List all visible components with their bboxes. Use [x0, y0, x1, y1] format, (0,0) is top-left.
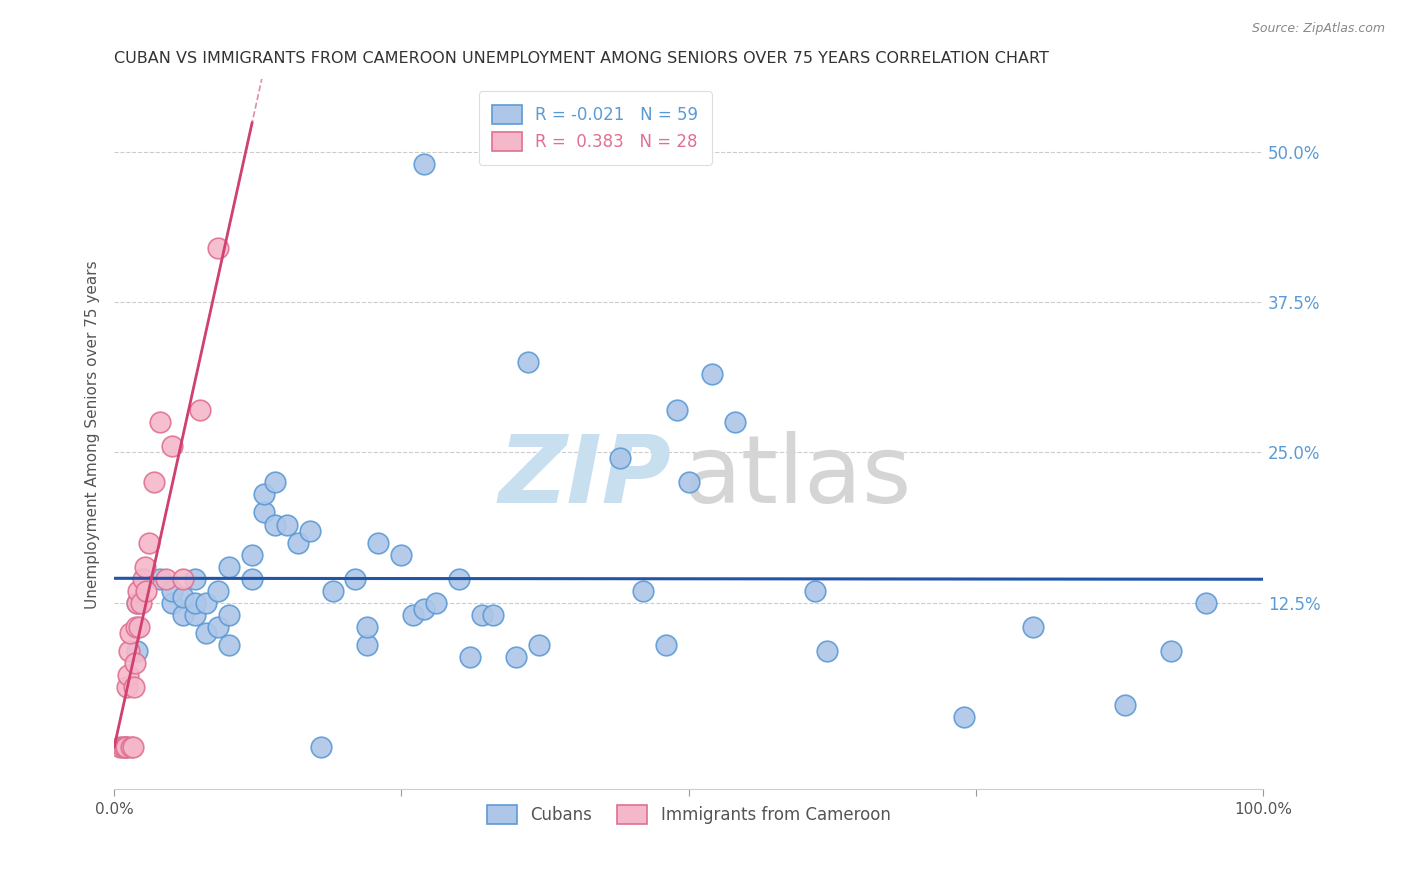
Text: atlas: atlas [683, 431, 911, 523]
Point [128, 620, 150, 634]
Point [143, 475, 166, 490]
Point [1195, 596, 1218, 610]
Point [252, 506, 274, 520]
Point [218, 638, 240, 652]
Point [700, 367, 723, 381]
Point [804, 583, 827, 598]
Point [114, 740, 136, 755]
Point [127, 583, 149, 598]
Point [134, 559, 156, 574]
Point [447, 572, 470, 586]
Point [118, 644, 141, 658]
Point [471, 607, 494, 622]
Point [425, 596, 447, 610]
Point [678, 475, 700, 490]
Point [155, 572, 177, 586]
Point [195, 596, 218, 610]
Point [132, 572, 155, 586]
Point [240, 572, 263, 586]
Point [160, 583, 183, 598]
Point [160, 596, 183, 610]
Point [207, 583, 229, 598]
Point [356, 638, 378, 652]
Point [195, 625, 218, 640]
Point [666, 403, 689, 417]
Text: ZIP: ZIP [499, 431, 672, 523]
Point [183, 596, 205, 610]
Point [264, 517, 287, 532]
Point [287, 535, 309, 549]
Point [138, 535, 160, 549]
Point [218, 607, 240, 622]
Point [1114, 698, 1136, 712]
Point [344, 572, 367, 586]
Point [402, 607, 425, 622]
Point [149, 415, 172, 429]
Point [120, 740, 142, 755]
Point [953, 710, 976, 724]
Point [114, 740, 136, 755]
Point [724, 415, 747, 429]
Point [122, 680, 145, 694]
Point [413, 601, 436, 615]
Point [172, 607, 194, 622]
Point [252, 487, 274, 501]
Point [135, 583, 157, 598]
Point [505, 649, 527, 664]
Point [207, 620, 229, 634]
Point [125, 620, 148, 634]
Point [240, 548, 263, 562]
Point [276, 517, 298, 532]
Text: CUBAN VS IMMIGRANTS FROM CAMEROON UNEMPLOYMENT AMONG SENIORS OVER 75 YEARS CORRE: CUBAN VS IMMIGRANTS FROM CAMEROON UNEMPL… [114, 51, 1049, 66]
Point [529, 638, 551, 652]
Point [183, 572, 205, 586]
Point [654, 638, 676, 652]
Point [127, 644, 149, 658]
Point [121, 740, 143, 755]
Point [129, 596, 152, 610]
Point [190, 403, 212, 417]
Point [367, 535, 389, 549]
Point [516, 355, 538, 369]
Point [631, 583, 654, 598]
Point [149, 572, 172, 586]
Point [207, 241, 229, 255]
Point [172, 572, 194, 586]
Point [115, 680, 138, 694]
Point [127, 596, 149, 610]
Point [127, 596, 149, 610]
Point [160, 439, 183, 453]
Point [298, 524, 321, 538]
Point [112, 740, 135, 755]
Point [117, 668, 139, 682]
Point [309, 740, 332, 755]
Point [172, 590, 194, 604]
Y-axis label: Unemployment Among Seniors over 75 years: Unemployment Among Seniors over 75 years [86, 260, 100, 608]
Point [264, 475, 287, 490]
Point [460, 649, 482, 664]
Point [356, 620, 378, 634]
Point [108, 740, 131, 755]
Text: Source: ZipAtlas.com: Source: ZipAtlas.com [1251, 22, 1385, 36]
Legend: Cubans, Immigrants from Cameroon: Cubans, Immigrants from Cameroon [477, 795, 900, 834]
Point [120, 625, 142, 640]
Point [183, 607, 205, 622]
Point [114, 740, 136, 755]
Point [1022, 620, 1045, 634]
Point [1160, 644, 1182, 658]
Point [609, 451, 631, 466]
Point [321, 583, 343, 598]
Point [815, 644, 838, 658]
Point [391, 548, 413, 562]
Point [218, 559, 240, 574]
Point [413, 156, 436, 170]
Point [124, 656, 146, 670]
Point [482, 607, 505, 622]
